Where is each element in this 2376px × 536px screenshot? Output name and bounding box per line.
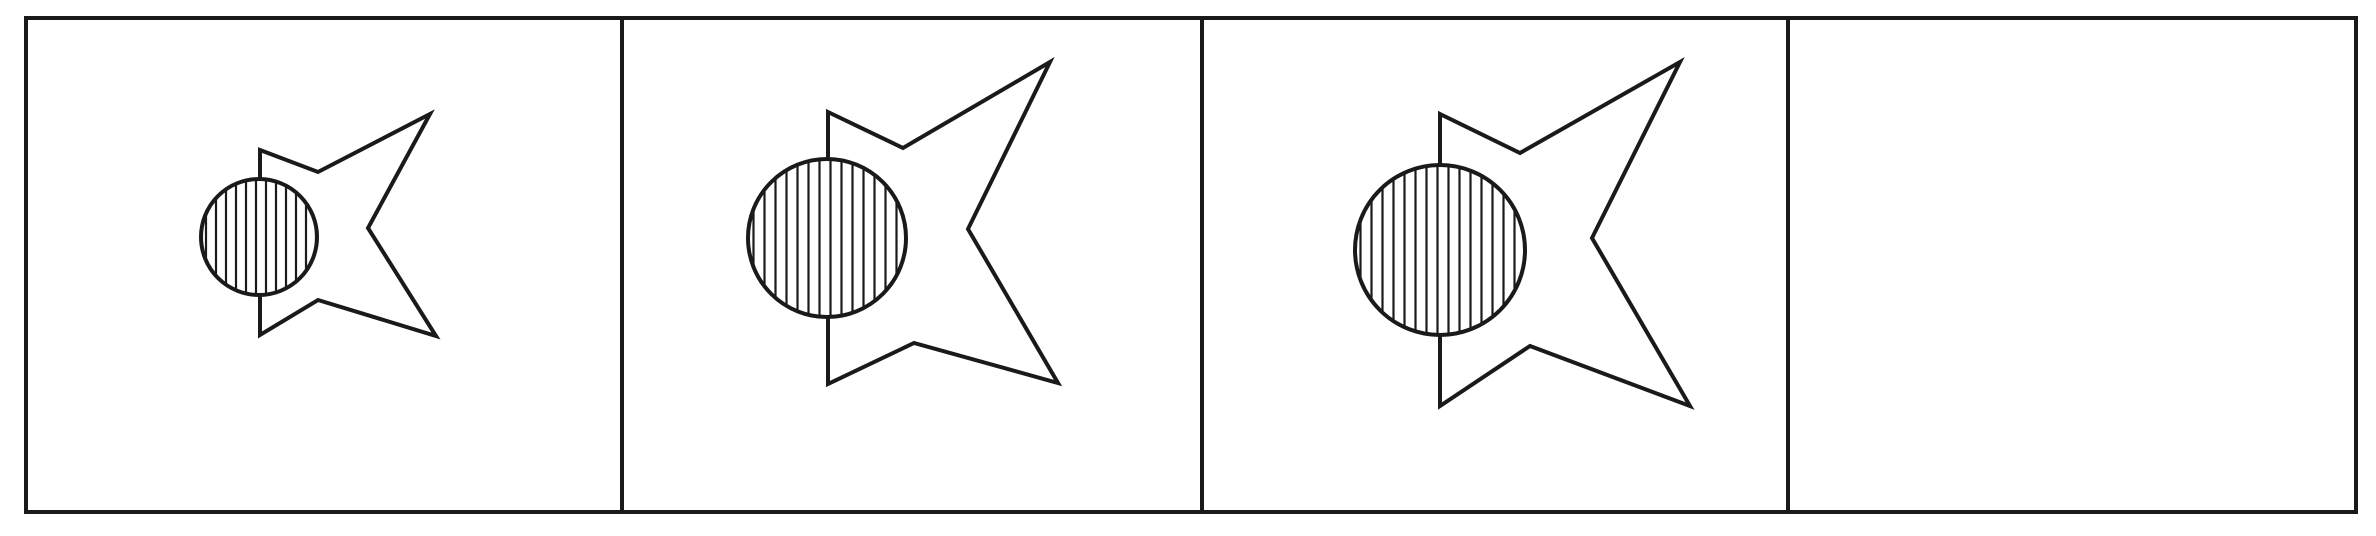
hatched-circle: [1353, 163, 1527, 337]
panel-4-frame[interactable]: [1786, 16, 2358, 514]
panel-2: [620, 16, 1204, 514]
panel-1-figure: [199, 109, 441, 340]
star-shape: [826, 56, 1063, 388]
star-shape: [1438, 57, 1695, 410]
panel-3-figure: [1353, 57, 1695, 410]
panel-4-empty[interactable]: [1786, 16, 2358, 514]
hatched-circle: [199, 177, 319, 297]
hatched-circle: [746, 157, 908, 319]
panel-2-figure: [746, 56, 1063, 388]
panel-1: [24, 16, 624, 514]
panel-3: [1200, 16, 1790, 514]
star-shape: [258, 109, 441, 340]
